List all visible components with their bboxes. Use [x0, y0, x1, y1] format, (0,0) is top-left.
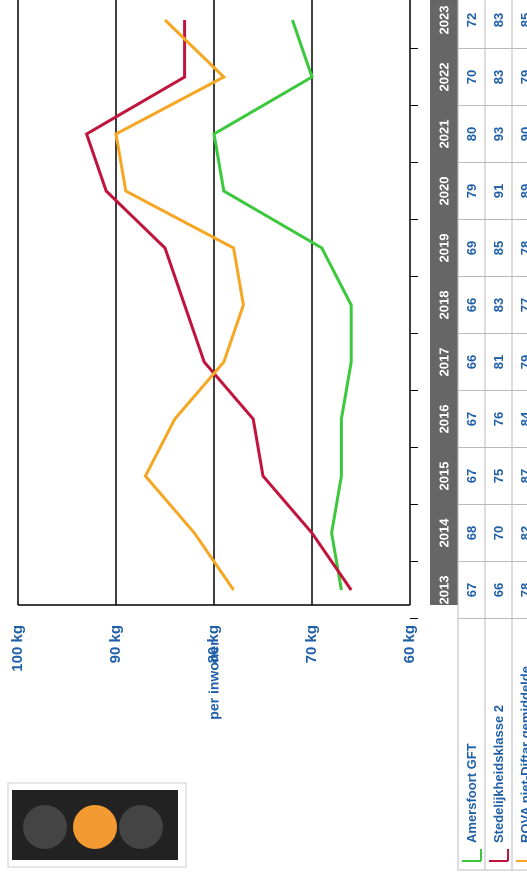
legend-label: Stedelijkheidsklasse 2: [491, 705, 506, 843]
table-value: 79: [518, 70, 527, 84]
table-value: 79: [464, 184, 479, 198]
table-value: 77: [518, 298, 527, 312]
y-tick-label: 90 kg: [107, 625, 124, 663]
year-label: 2021: [436, 120, 451, 149]
year-label: 2022: [436, 63, 451, 92]
table-value: 83: [491, 298, 506, 312]
year-label: 2023: [436, 6, 451, 35]
table-value: 66: [464, 355, 479, 369]
year-label: 2017: [436, 348, 451, 377]
table-value: 78: [518, 241, 527, 255]
table-value: 78: [518, 583, 527, 597]
table-value: 68: [464, 526, 479, 540]
table-value: 81: [491, 355, 506, 369]
series-line: [114, 18, 245, 591]
year-label: 2016: [436, 405, 451, 434]
table-value: 75: [491, 469, 506, 483]
series-line: [84, 20, 353, 591]
y-tick-label: 80 kg: [205, 625, 222, 663]
table-value: 66: [464, 298, 479, 312]
table-header: [430, 0, 458, 605]
table-value: 70: [491, 526, 506, 540]
year-label: 2019: [436, 234, 451, 263]
table-value: 80: [464, 127, 479, 141]
table-value: 87: [518, 469, 527, 483]
table-cell: [511, 0, 527, 49]
table-value: 83: [491, 70, 506, 84]
table-value: 72: [464, 13, 479, 27]
year-label: 2020: [436, 177, 451, 206]
table-value: 89: [518, 184, 527, 198]
year-label: 2014: [436, 518, 451, 548]
light-off: [119, 805, 163, 849]
table-value: 79: [518, 355, 527, 369]
table-value: 67: [464, 469, 479, 483]
table-value: 91: [491, 184, 506, 198]
table-value: 69: [464, 241, 479, 255]
year-label: 2013: [436, 576, 451, 605]
legend-label: ROVA niet-Diftar gemiddelde: [518, 666, 527, 843]
table-value: 90: [518, 127, 527, 141]
table-value: 82: [518, 526, 527, 540]
table-value: 83: [491, 13, 506, 27]
y-tick-label: 60 kg: [401, 625, 418, 663]
legend-label: Amersfoort GFT: [464, 743, 479, 843]
table-value: 67: [464, 583, 479, 597]
table-value: 76: [491, 412, 506, 426]
rotated-chart: per inwoner 60 kg 70 kg 80 kg 90 kg 100 kg 20…: [7, 0, 527, 871]
traffic-light-frame: [7, 782, 187, 868]
light-orange: [73, 805, 117, 849]
y-tick-label: 70 kg: [303, 625, 320, 663]
light-off: [23, 805, 67, 849]
table-value: 93: [491, 127, 506, 141]
y-axis-label: per inwoner: [206, 640, 222, 720]
table-value: 85: [518, 13, 527, 27]
table-value: 70: [464, 70, 479, 84]
series-line: [212, 19, 353, 591]
y-tick-label: 100 kg: [9, 625, 26, 672]
table-value: 66: [491, 583, 506, 597]
year-label: 2018: [436, 291, 451, 320]
year-label: 2015: [436, 462, 451, 491]
table-value: 67: [464, 412, 479, 426]
table-value: 84: [518, 411, 527, 426]
table-value: 85: [491, 241, 506, 255]
